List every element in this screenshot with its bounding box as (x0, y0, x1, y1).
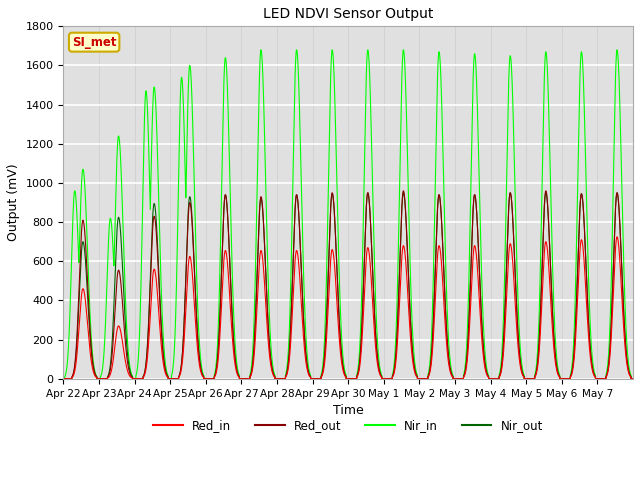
Y-axis label: Output (mV): Output (mV) (7, 164, 20, 241)
Text: SI_met: SI_met (72, 36, 116, 48)
Title: LED NDVI Sensor Output: LED NDVI Sensor Output (263, 7, 433, 21)
Legend: Red_in, Red_out, Nir_in, Nir_out: Red_in, Red_out, Nir_in, Nir_out (148, 414, 548, 436)
X-axis label: Time: Time (333, 404, 364, 417)
